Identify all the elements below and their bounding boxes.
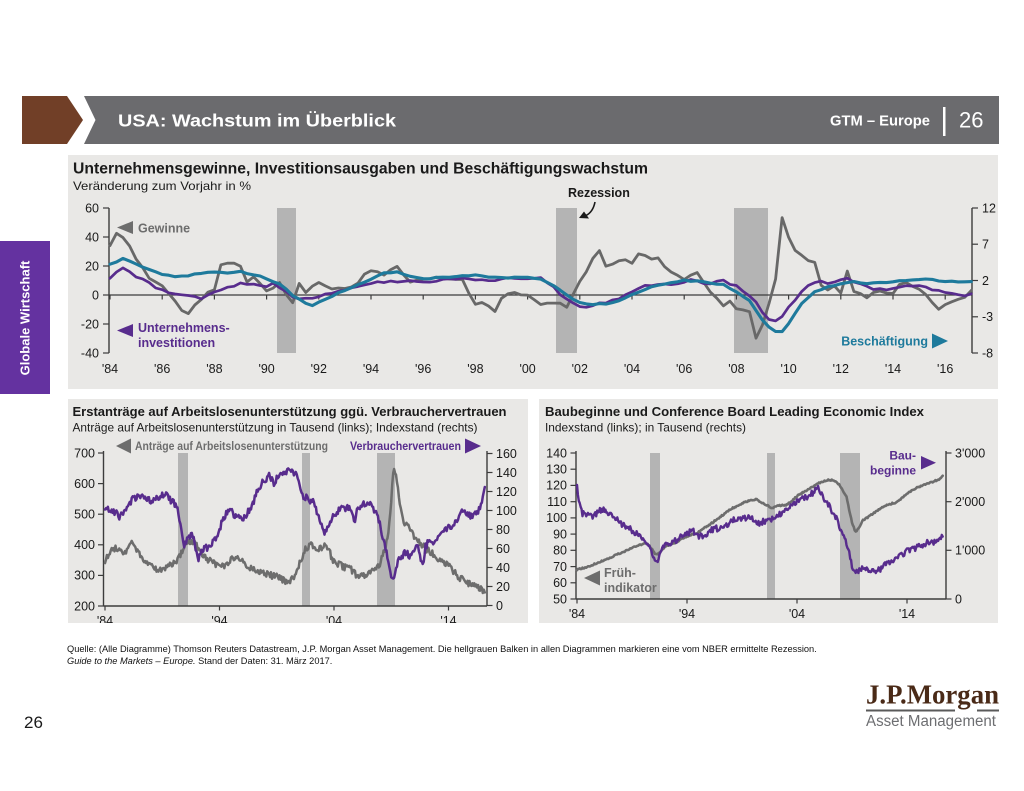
svg-text:'12: '12 bbox=[833, 362, 849, 376]
svg-text:110: 110 bbox=[547, 495, 567, 509]
svg-text:70: 70 bbox=[553, 560, 567, 574]
svg-text:12: 12 bbox=[982, 201, 996, 215]
svg-text:100: 100 bbox=[546, 511, 567, 525]
svg-text:Verbrauchervertrauen: Verbrauchervertrauen bbox=[350, 441, 461, 453]
svg-text:0: 0 bbox=[92, 288, 99, 302]
svg-text:'08: '08 bbox=[728, 362, 744, 376]
svg-text:700: 700 bbox=[74, 446, 95, 460]
svg-text:400: 400 bbox=[74, 538, 95, 552]
svg-text:-20: -20 bbox=[81, 317, 99, 331]
svg-text:20: 20 bbox=[85, 259, 99, 273]
svg-text:'16: '16 bbox=[937, 362, 953, 376]
svg-text:'06: '06 bbox=[676, 362, 692, 376]
svg-text:'84: '84 bbox=[102, 362, 118, 376]
svg-text:Anträge auf Arbeitslosenunters: Anträge auf Arbeitslosenunterstützung in… bbox=[73, 422, 478, 435]
svg-text:140: 140 bbox=[546, 446, 567, 460]
svg-text:'94: '94 bbox=[211, 614, 227, 623]
svg-text:Anträge auf Arbeitslosenunters: Anträge auf Arbeitslosenunterstützung bbox=[135, 441, 328, 453]
svg-text:Früh-: Früh- bbox=[604, 566, 636, 580]
svg-text:0: 0 bbox=[496, 599, 503, 613]
svg-text:Erstanträge auf Arbeitslosenun: Erstanträge auf Arbeitslosenunterstützun… bbox=[73, 404, 507, 419]
svg-text:300: 300 bbox=[74, 569, 95, 583]
svg-text:2'000: 2'000 bbox=[955, 495, 985, 509]
svg-text:investitionen: investitionen bbox=[138, 336, 215, 350]
svg-text:'94: '94 bbox=[363, 362, 379, 376]
svg-text:40: 40 bbox=[85, 230, 99, 244]
svg-text:'84: '84 bbox=[569, 607, 585, 621]
svg-text:'04: '04 bbox=[789, 607, 805, 621]
svg-text:80: 80 bbox=[496, 523, 510, 537]
svg-text:Rezession: Rezession bbox=[568, 186, 630, 200]
svg-text:26: 26 bbox=[959, 108, 983, 133]
svg-text:80: 80 bbox=[553, 544, 567, 558]
svg-text:'98: '98 bbox=[467, 362, 483, 376]
svg-text:'88: '88 bbox=[206, 362, 222, 376]
svg-text:'14: '14 bbox=[440, 614, 456, 623]
svg-text:'02: '02 bbox=[572, 362, 588, 376]
svg-text:60: 60 bbox=[85, 201, 99, 215]
svg-text:USA: Wachstum im Überblick: USA: Wachstum im Überblick bbox=[118, 111, 396, 131]
svg-text:Unternehmensgewinne, Investiti: Unternehmensgewinne, Investitionsausgabe… bbox=[73, 161, 648, 178]
svg-text:'14: '14 bbox=[885, 362, 901, 376]
svg-text:3'000: 3'000 bbox=[955, 446, 985, 460]
svg-text:Baubeginne und Conference Boar: Baubeginne und Conference Board Leading … bbox=[545, 404, 925, 419]
svg-text:7: 7 bbox=[982, 238, 989, 252]
svg-text:'96: '96 bbox=[415, 362, 431, 376]
svg-text:1'000: 1'000 bbox=[955, 544, 985, 558]
svg-text:GTM – Europe: GTM – Europe bbox=[830, 113, 930, 130]
svg-text:Bau-: Bau- bbox=[889, 449, 916, 463]
svg-text:'92: '92 bbox=[311, 362, 327, 376]
svg-text:indikator: indikator bbox=[604, 581, 657, 595]
svg-text:-40: -40 bbox=[81, 346, 99, 360]
svg-text:60: 60 bbox=[553, 576, 567, 590]
svg-text:'90: '90 bbox=[258, 362, 274, 376]
svg-text:120: 120 bbox=[546, 479, 567, 493]
svg-text:Indexstand (links); in Tausend: Indexstand (links); in Tausend (rechts) bbox=[545, 422, 746, 435]
svg-text:100: 100 bbox=[496, 504, 517, 518]
svg-text:'86: '86 bbox=[154, 362, 170, 376]
svg-text:'10: '10 bbox=[780, 362, 796, 376]
svg-text:-3: -3 bbox=[982, 310, 993, 324]
svg-text:600: 600 bbox=[74, 477, 95, 491]
svg-text:20: 20 bbox=[496, 580, 510, 594]
svg-text:200: 200 bbox=[74, 599, 95, 613]
svg-text:60: 60 bbox=[496, 542, 510, 556]
svg-text:0: 0 bbox=[955, 592, 962, 606]
svg-text:'94: '94 bbox=[679, 607, 695, 621]
svg-text:500: 500 bbox=[74, 508, 95, 522]
svg-text:Veränderung zum Vorjahr in %: Veränderung zum Vorjahr in % bbox=[73, 179, 251, 193]
svg-text:140: 140 bbox=[496, 466, 517, 480]
svg-text:Beschäftigung: Beschäftigung bbox=[841, 335, 928, 349]
svg-text:130: 130 bbox=[546, 463, 567, 477]
svg-text:'04: '04 bbox=[326, 614, 342, 623]
svg-text:-8: -8 bbox=[982, 346, 993, 360]
svg-text:Unternehmens-: Unternehmens- bbox=[138, 321, 230, 335]
svg-text:'84: '84 bbox=[97, 614, 113, 623]
svg-text:50: 50 bbox=[553, 592, 567, 606]
svg-text:Asset Management: Asset Management bbox=[866, 713, 997, 730]
svg-text:'00: '00 bbox=[519, 362, 535, 376]
svg-text:'14: '14 bbox=[899, 607, 915, 621]
svg-text:120: 120 bbox=[496, 485, 517, 499]
svg-text:J.P.Morgan: J.P.Morgan bbox=[866, 680, 999, 710]
svg-text:2: 2 bbox=[982, 274, 989, 288]
svg-text:beginne: beginne bbox=[870, 464, 916, 478]
svg-text:40: 40 bbox=[496, 561, 510, 575]
svg-text:90: 90 bbox=[553, 527, 567, 541]
svg-text:Gewinne: Gewinne bbox=[138, 222, 190, 236]
svg-text:'04: '04 bbox=[624, 362, 640, 376]
svg-text:160: 160 bbox=[496, 447, 517, 461]
